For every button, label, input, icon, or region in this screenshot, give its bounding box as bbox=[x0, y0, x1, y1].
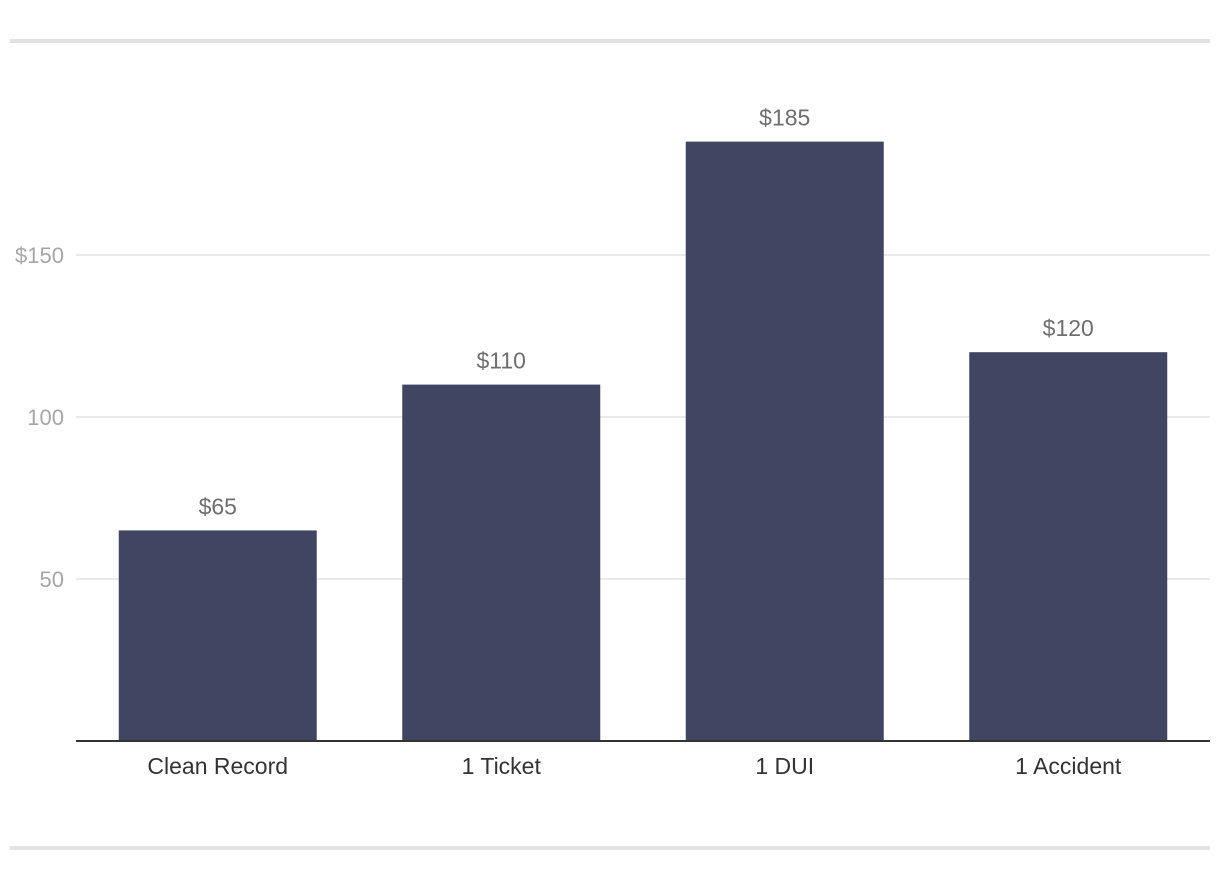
data-label: $65 bbox=[199, 493, 237, 519]
x-tick-label: 1 Ticket bbox=[462, 753, 542, 779]
x-tick-label: 1 Accident bbox=[1015, 753, 1122, 779]
y-axis-tick-labels: 50 100 $150 bbox=[15, 243, 64, 592]
data-labels: $65 $110 $185 $120 bbox=[199, 105, 1094, 520]
x-tick-label: 1 DUI bbox=[755, 753, 814, 779]
data-label: $110 bbox=[477, 348, 526, 374]
bars bbox=[118, 141, 1168, 742]
data-label: $120 bbox=[1043, 315, 1094, 341]
y-tick-label: 100 bbox=[27, 405, 64, 430]
data-label: $185 bbox=[759, 105, 810, 131]
bottom-divider bbox=[10, 846, 1210, 850]
top-divider bbox=[10, 39, 1210, 43]
y-tick-label: 50 bbox=[40, 567, 64, 592]
bar bbox=[969, 352, 1168, 741]
bar bbox=[118, 530, 317, 741]
bar bbox=[685, 141, 884, 742]
y-tick-label: $150 bbox=[15, 243, 64, 268]
bar bbox=[402, 384, 601, 741]
x-tick-label: Clean Record bbox=[147, 753, 288, 779]
x-axis-tick-labels: Clean Record 1 Ticket 1 DUI 1 Accident bbox=[147, 753, 1121, 779]
